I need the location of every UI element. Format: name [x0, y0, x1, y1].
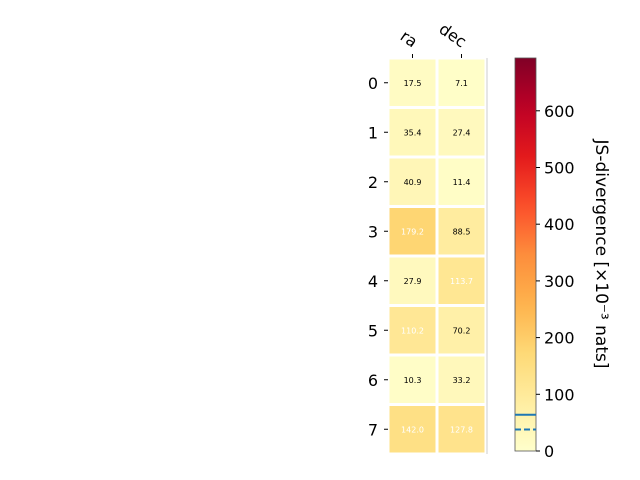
heatmap-cell — [389, 158, 436, 205]
heatmap-cell — [389, 356, 436, 403]
cell-value-label: 11.4 — [453, 178, 471, 187]
cell-value-label: 27.9 — [404, 277, 422, 286]
cell-value-label: 17.5 — [404, 79, 422, 88]
heatmap-cell — [438, 109, 485, 156]
heatmap-cell — [389, 109, 436, 156]
colorbar-label: JS-divergence [×10⁻³ nats] — [591, 139, 611, 369]
heatmap-cell — [438, 257, 485, 304]
column-labels: ra dec — [397, 19, 470, 58]
column-label: ra — [397, 26, 421, 51]
heatmap-cell — [389, 257, 436, 304]
colorbar: 0 100 200 300 400 500 600 — [514, 57, 575, 461]
colorbar-tick-label: 0 — [544, 442, 554, 461]
cell-value-label: 88.5 — [453, 227, 471, 236]
heatmap-cell — [438, 356, 485, 403]
cell-value-label: 142.0 — [401, 425, 424, 434]
cell-value-label: 7.1 — [455, 79, 468, 88]
cell-value-label: 27.4 — [453, 128, 471, 137]
heatmap-cell — [438, 208, 485, 255]
heatmap-cell — [438, 158, 485, 205]
row-label: 3 — [368, 222, 378, 241]
cell-value-label: 40.9 — [404, 178, 422, 187]
colorbar-tick-label: 600 — [544, 102, 575, 121]
heatmap-grid: 17.5 7.1 35.4 27.4 40.9 11.4 179.2 88.5 27.9 113.… — [389, 58, 488, 454]
row-label: 0 — [368, 74, 378, 93]
row-label: 5 — [368, 321, 378, 340]
row-labels: 0 1 2 3 4 5 6 7 — [368, 74, 388, 439]
heatmap-cell — [438, 307, 485, 354]
cell-value-label: 35.4 — [404, 128, 422, 137]
heatmap-cell — [438, 406, 485, 453]
cell-value-label: 10.3 — [404, 376, 422, 385]
colorbar-reference-lines — [515, 413, 536, 431]
cell-value-label: 33.2 — [453, 376, 471, 385]
cell-value-label: 113.7 — [450, 277, 473, 286]
colorbar-tick-label: 200 — [544, 329, 575, 348]
row-label: 6 — [368, 371, 378, 390]
heatmap-cell — [389, 406, 436, 453]
heatmap-cell — [389, 307, 436, 354]
colorbar-tick-label: 100 — [544, 385, 575, 404]
row-label: 1 — [368, 123, 378, 142]
colorbar-gradient — [514, 57, 537, 452]
cell-value-label: 110.2 — [401, 326, 424, 335]
colorbar-tick-label: 300 — [544, 272, 575, 291]
colorbar-tick-label: 500 — [544, 158, 575, 177]
heatmap-cell — [389, 59, 436, 106]
row-label: 7 — [368, 420, 378, 439]
column-label: dec — [436, 19, 470, 51]
heatmap-cell — [389, 208, 436, 255]
heatmap-cell — [438, 59, 485, 106]
colorbar-ticks: 0 100 200 300 400 500 600 — [536, 102, 575, 461]
cell-value-label: 70.2 — [453, 326, 471, 335]
cell-value-label: 179.2 — [401, 227, 424, 236]
colorbar-tick-label: 400 — [544, 215, 575, 234]
row-label: 2 — [368, 173, 378, 192]
row-label: 4 — [368, 272, 378, 291]
cell-value-label: 127.8 — [450, 425, 473, 434]
